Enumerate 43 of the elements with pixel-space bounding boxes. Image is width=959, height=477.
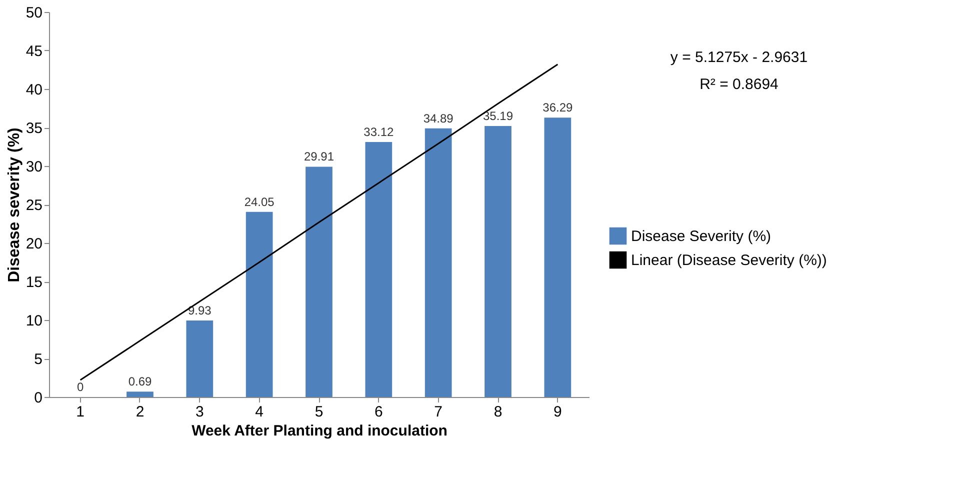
legend-label: Disease Severity (%)	[631, 228, 772, 245]
text: y = 5.1275x - 2.9631	[670, 49, 808, 66]
x-tick-label: 7	[434, 404, 443, 420]
bar	[424, 128, 452, 397]
bar	[306, 166, 332, 397]
y-tick-label: 5	[34, 351, 42, 368]
x-tick-label: 6	[374, 404, 383, 420]
data-label: 0.69	[128, 374, 152, 389]
data-label: 0	[76, 380, 84, 394]
x-tick-label: 9	[554, 404, 562, 420]
data-label: 29.91	[304, 150, 334, 164]
bar	[186, 320, 214, 397]
x-tick-label: 3	[195, 404, 204, 420]
text: R² = 0.8694	[700, 76, 778, 93]
data-label: 9.93	[188, 304, 212, 318]
y-tick-label: 50	[26, 4, 42, 22]
y-tick-label: 0	[34, 390, 42, 406]
x-tick-label: 2	[136, 404, 144, 420]
x-axis-title: Week After Planting and inoculation	[192, 422, 448, 440]
legend-label: Linear (Disease Severity (%))	[631, 252, 827, 269]
bar	[484, 126, 512, 397]
data-label: 34.89	[423, 111, 454, 126]
y-tick-label: 40	[26, 82, 42, 98]
x-tick-label: 5	[314, 404, 324, 420]
y-tick-label: 25	[26, 197, 42, 214]
x-tick-label: 8	[494, 404, 502, 420]
bar	[544, 118, 572, 397]
x-tick-label: 1	[76, 404, 84, 420]
data-label: 33.12	[364, 124, 394, 139]
x-tick-label: 4	[255, 404, 264, 420]
y-tick-label: 30	[26, 158, 42, 176]
y-axis-title: Disease severity (%)	[6, 128, 23, 282]
bar	[126, 392, 154, 397]
data-label: 24.05	[244, 194, 275, 209]
data-label: 35.19	[482, 109, 514, 124]
y-tick-label: 15	[26, 274, 42, 291]
bar	[246, 212, 273, 397]
bar	[365, 142, 392, 397]
y-tick-label: 20	[26, 236, 42, 252]
y-tick-label: 10	[26, 312, 42, 330]
y-tick-label: 35	[26, 120, 42, 137]
y-tick-label: 45	[26, 43, 42, 60]
data-label: 36.29	[542, 100, 574, 115]
